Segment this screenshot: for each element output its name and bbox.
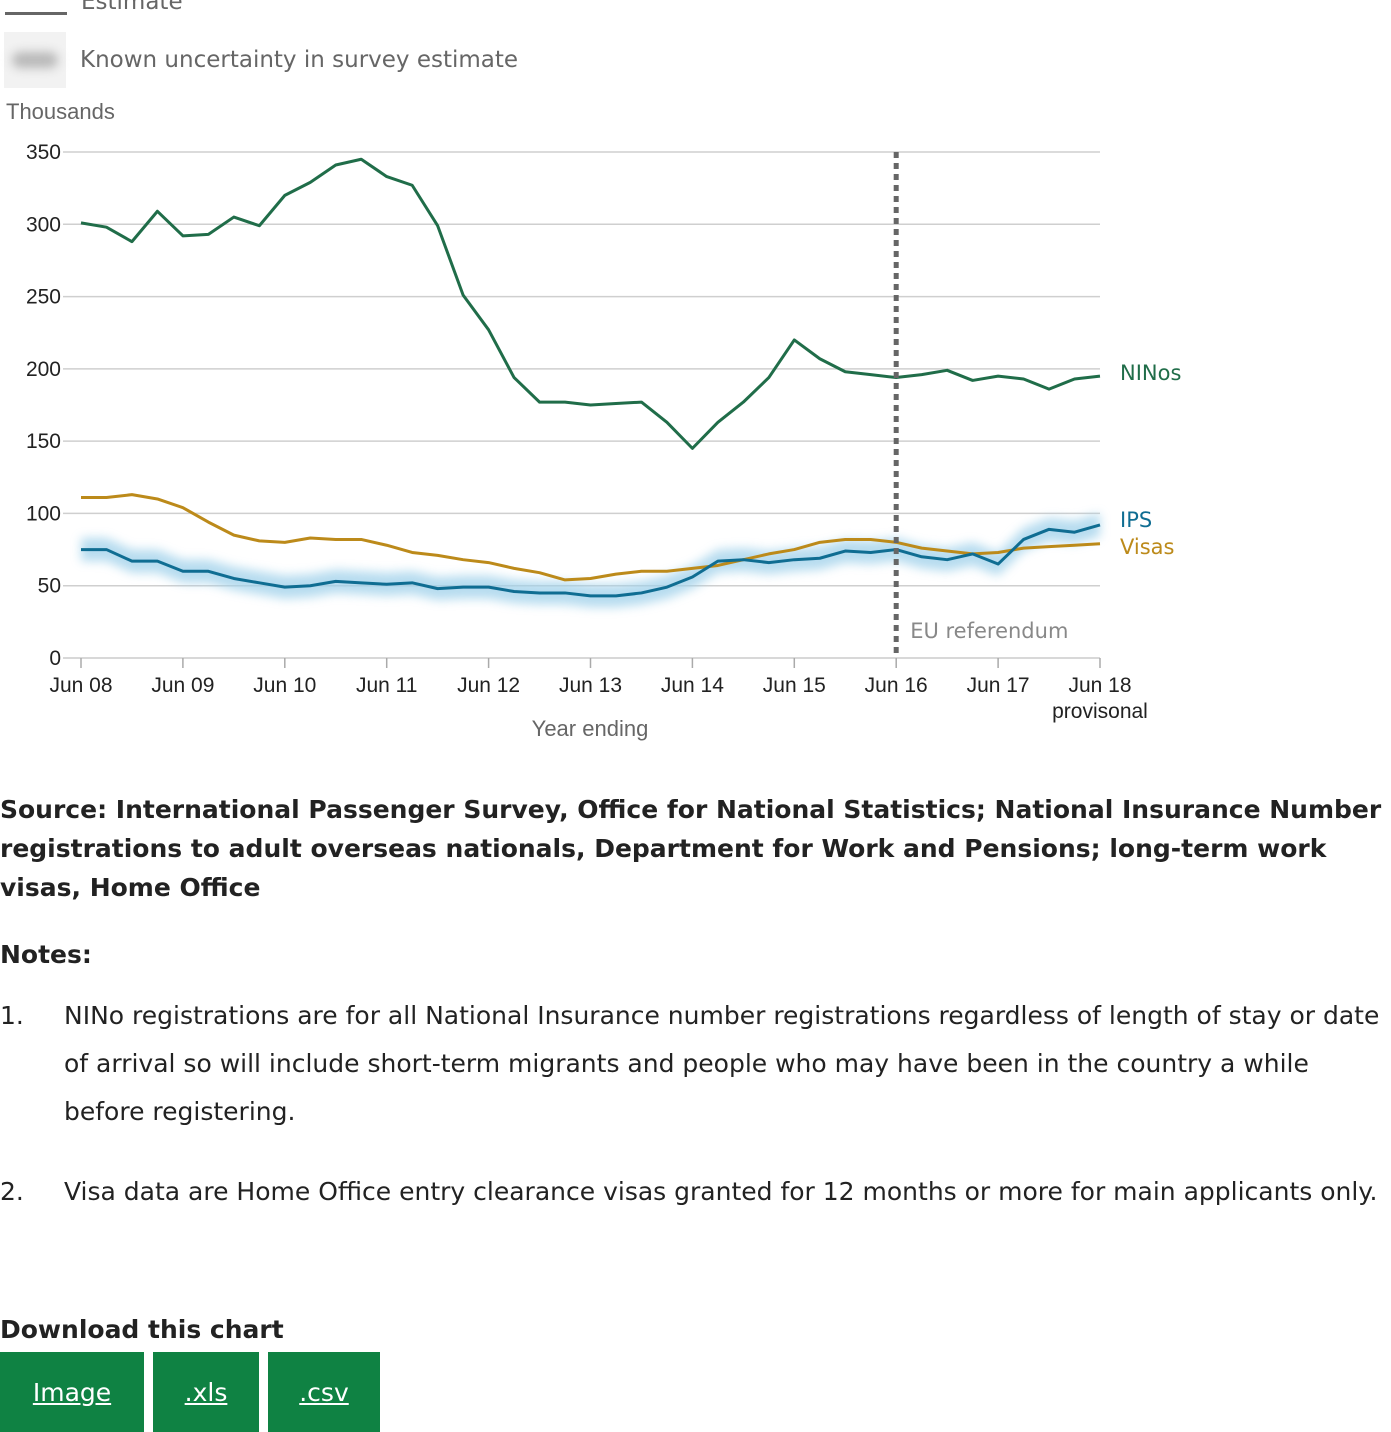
y-tick-label: 350	[26, 141, 61, 164]
legend-uncertainty-swatch	[4, 32, 66, 88]
x-tick-label: Jun 08	[49, 674, 112, 697]
x-tick-label: Jun 12	[457, 674, 520, 697]
y-tick-label: 100	[26, 502, 61, 525]
x-axis: Jun 08 Jun 09 Jun 10 Jun 11 Jun 12 Jun 13 Jun …	[49, 658, 1148, 723]
x-tick-label: Jun 10	[253, 674, 316, 697]
series-line-ninos	[80, 157, 1101, 450]
legend-estimate: Estimate	[0, 0, 183, 26]
note-item: 2. Visa data are Home Office entry clear…	[0, 1168, 1391, 1216]
series-lines: NINos Visas IPS	[80, 157, 1181, 598]
x-tick-sublabel: provisonal	[1052, 700, 1148, 723]
uncertainty-band	[81, 513, 1100, 608]
x-tick-label: Jun 09	[151, 674, 214, 697]
legend-estimate-label: Estimate	[81, 0, 183, 15]
notes-list: 1. NINo registrations are for all Nation…	[0, 992, 1391, 1248]
ips-uncertainty-band	[81, 513, 1100, 608]
x-axis-title: Year ending	[532, 716, 649, 741]
note-text: NINo registrations are for all National …	[64, 1001, 1380, 1126]
download-buttons: Image .xls .csv	[0, 1352, 389, 1432]
x-tick-label: Jun 11	[356, 674, 418, 697]
y-tick-label: 200	[26, 358, 61, 381]
note-item: 1. NINo registrations are for all Nation…	[0, 992, 1391, 1136]
legend-line-swatch	[5, 11, 67, 15]
y-unit-label: Thousands	[6, 100, 115, 124]
series-label-visas: Visas	[1120, 535, 1175, 559]
x-tick-label: Jun 13	[559, 674, 622, 697]
y-tick-label: 0	[49, 647, 61, 670]
download-title: Download this chart	[0, 1315, 284, 1344]
series-line-ips	[81, 523, 1101, 598]
series-label-ninos: NINos	[1120, 361, 1181, 385]
y-tick-label: 150	[26, 430, 61, 453]
download-image-button[interactable]: Image	[0, 1352, 144, 1432]
y-tick-label: 300	[26, 213, 61, 236]
y-tick-label: 50	[38, 575, 61, 598]
chart-legend: Estimate Known uncertainty in survey est…	[0, 0, 700, 100]
chart-source: Source: International Passenger Survey, …	[0, 795, 1382, 902]
legend-uncertainty-label: Known uncertainty in survey estimate	[80, 47, 519, 73]
y-tick-label: 250	[26, 286, 61, 309]
x-tick-label: Jun 15	[763, 674, 826, 697]
y-axis: 0 50 100 150 200 250 300 350	[26, 141, 61, 670]
x-tick-label: Jun 14	[661, 674, 724, 697]
annotations: EU referendum	[893, 152, 1068, 658]
x-tick-label: Jun 18	[1068, 674, 1131, 697]
note-number: 1.	[0, 1001, 24, 1030]
note-number: 2.	[0, 1177, 24, 1206]
x-tick-label: Jun 17	[967, 674, 1030, 697]
note-text: Visa data are Home Office entry clearanc…	[64, 1177, 1378, 1206]
x-tick-label: Jun 16	[865, 674, 928, 697]
series-label-ips: IPS	[1120, 508, 1152, 532]
notes-title: Notes:	[0, 940, 92, 969]
legend-uncertainty: Known uncertainty in survey estimate	[0, 32, 518, 88]
series-line-visas	[81, 493, 1101, 582]
download-csv-button[interactable]: .csv	[268, 1352, 380, 1432]
annotation-label: EU referendum	[910, 619, 1068, 643]
download-xls-button[interactable]: .xls	[153, 1352, 259, 1432]
